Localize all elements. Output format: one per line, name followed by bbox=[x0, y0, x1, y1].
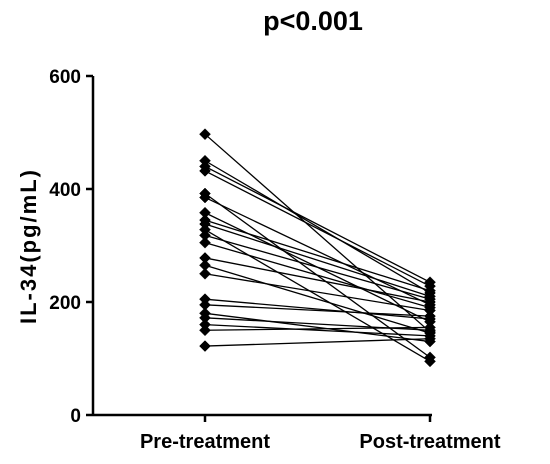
series-line bbox=[204, 160, 431, 294]
y-tick-label: 200 bbox=[49, 293, 81, 314]
series-line bbox=[204, 234, 431, 300]
series-line bbox=[204, 298, 431, 320]
series-line bbox=[204, 304, 431, 317]
y-axis: 0 200 400 600 bbox=[49, 67, 95, 427]
series-line bbox=[204, 273, 431, 312]
data-point-marker bbox=[199, 128, 211, 141]
data-point-marker bbox=[199, 191, 211, 204]
series-lines bbox=[204, 133, 431, 362]
series-line bbox=[204, 323, 431, 337]
x-category-label: Pre-treatment bbox=[140, 431, 270, 453]
chart-title: p<0.001 bbox=[263, 6, 363, 36]
series-line bbox=[204, 219, 431, 292]
data-point-marker bbox=[199, 340, 211, 352]
data-point-marker bbox=[199, 324, 211, 337]
series-line bbox=[204, 196, 431, 306]
y-tick-label: 400 bbox=[49, 180, 81, 201]
y-tick-label: 0 bbox=[70, 406, 81, 427]
x-category-label: Post-treatment bbox=[359, 431, 500, 453]
series-line bbox=[204, 165, 431, 283]
data-point-marker bbox=[424, 355, 436, 368]
series-line bbox=[204, 326, 431, 331]
series-markers bbox=[199, 128, 436, 368]
series-line bbox=[204, 223, 431, 297]
data-point-marker bbox=[424, 332, 436, 345]
y-axis-title: IL-34(pg/mL) bbox=[16, 168, 41, 324]
data-point-marker bbox=[199, 236, 211, 249]
series-line bbox=[204, 257, 431, 303]
series-line bbox=[204, 242, 431, 309]
series-line bbox=[204, 312, 431, 343]
series-line bbox=[204, 338, 431, 347]
data-point-marker bbox=[199, 267, 211, 280]
x-category-labels: Pre-treatment Post-treatment bbox=[140, 431, 501, 453]
x-axis bbox=[93, 413, 432, 422]
series-line bbox=[204, 264, 431, 334]
y-tick-label: 600 bbox=[49, 67, 81, 88]
data-point-marker bbox=[199, 165, 211, 177]
series-line bbox=[204, 133, 431, 333]
series-line bbox=[204, 170, 431, 287]
